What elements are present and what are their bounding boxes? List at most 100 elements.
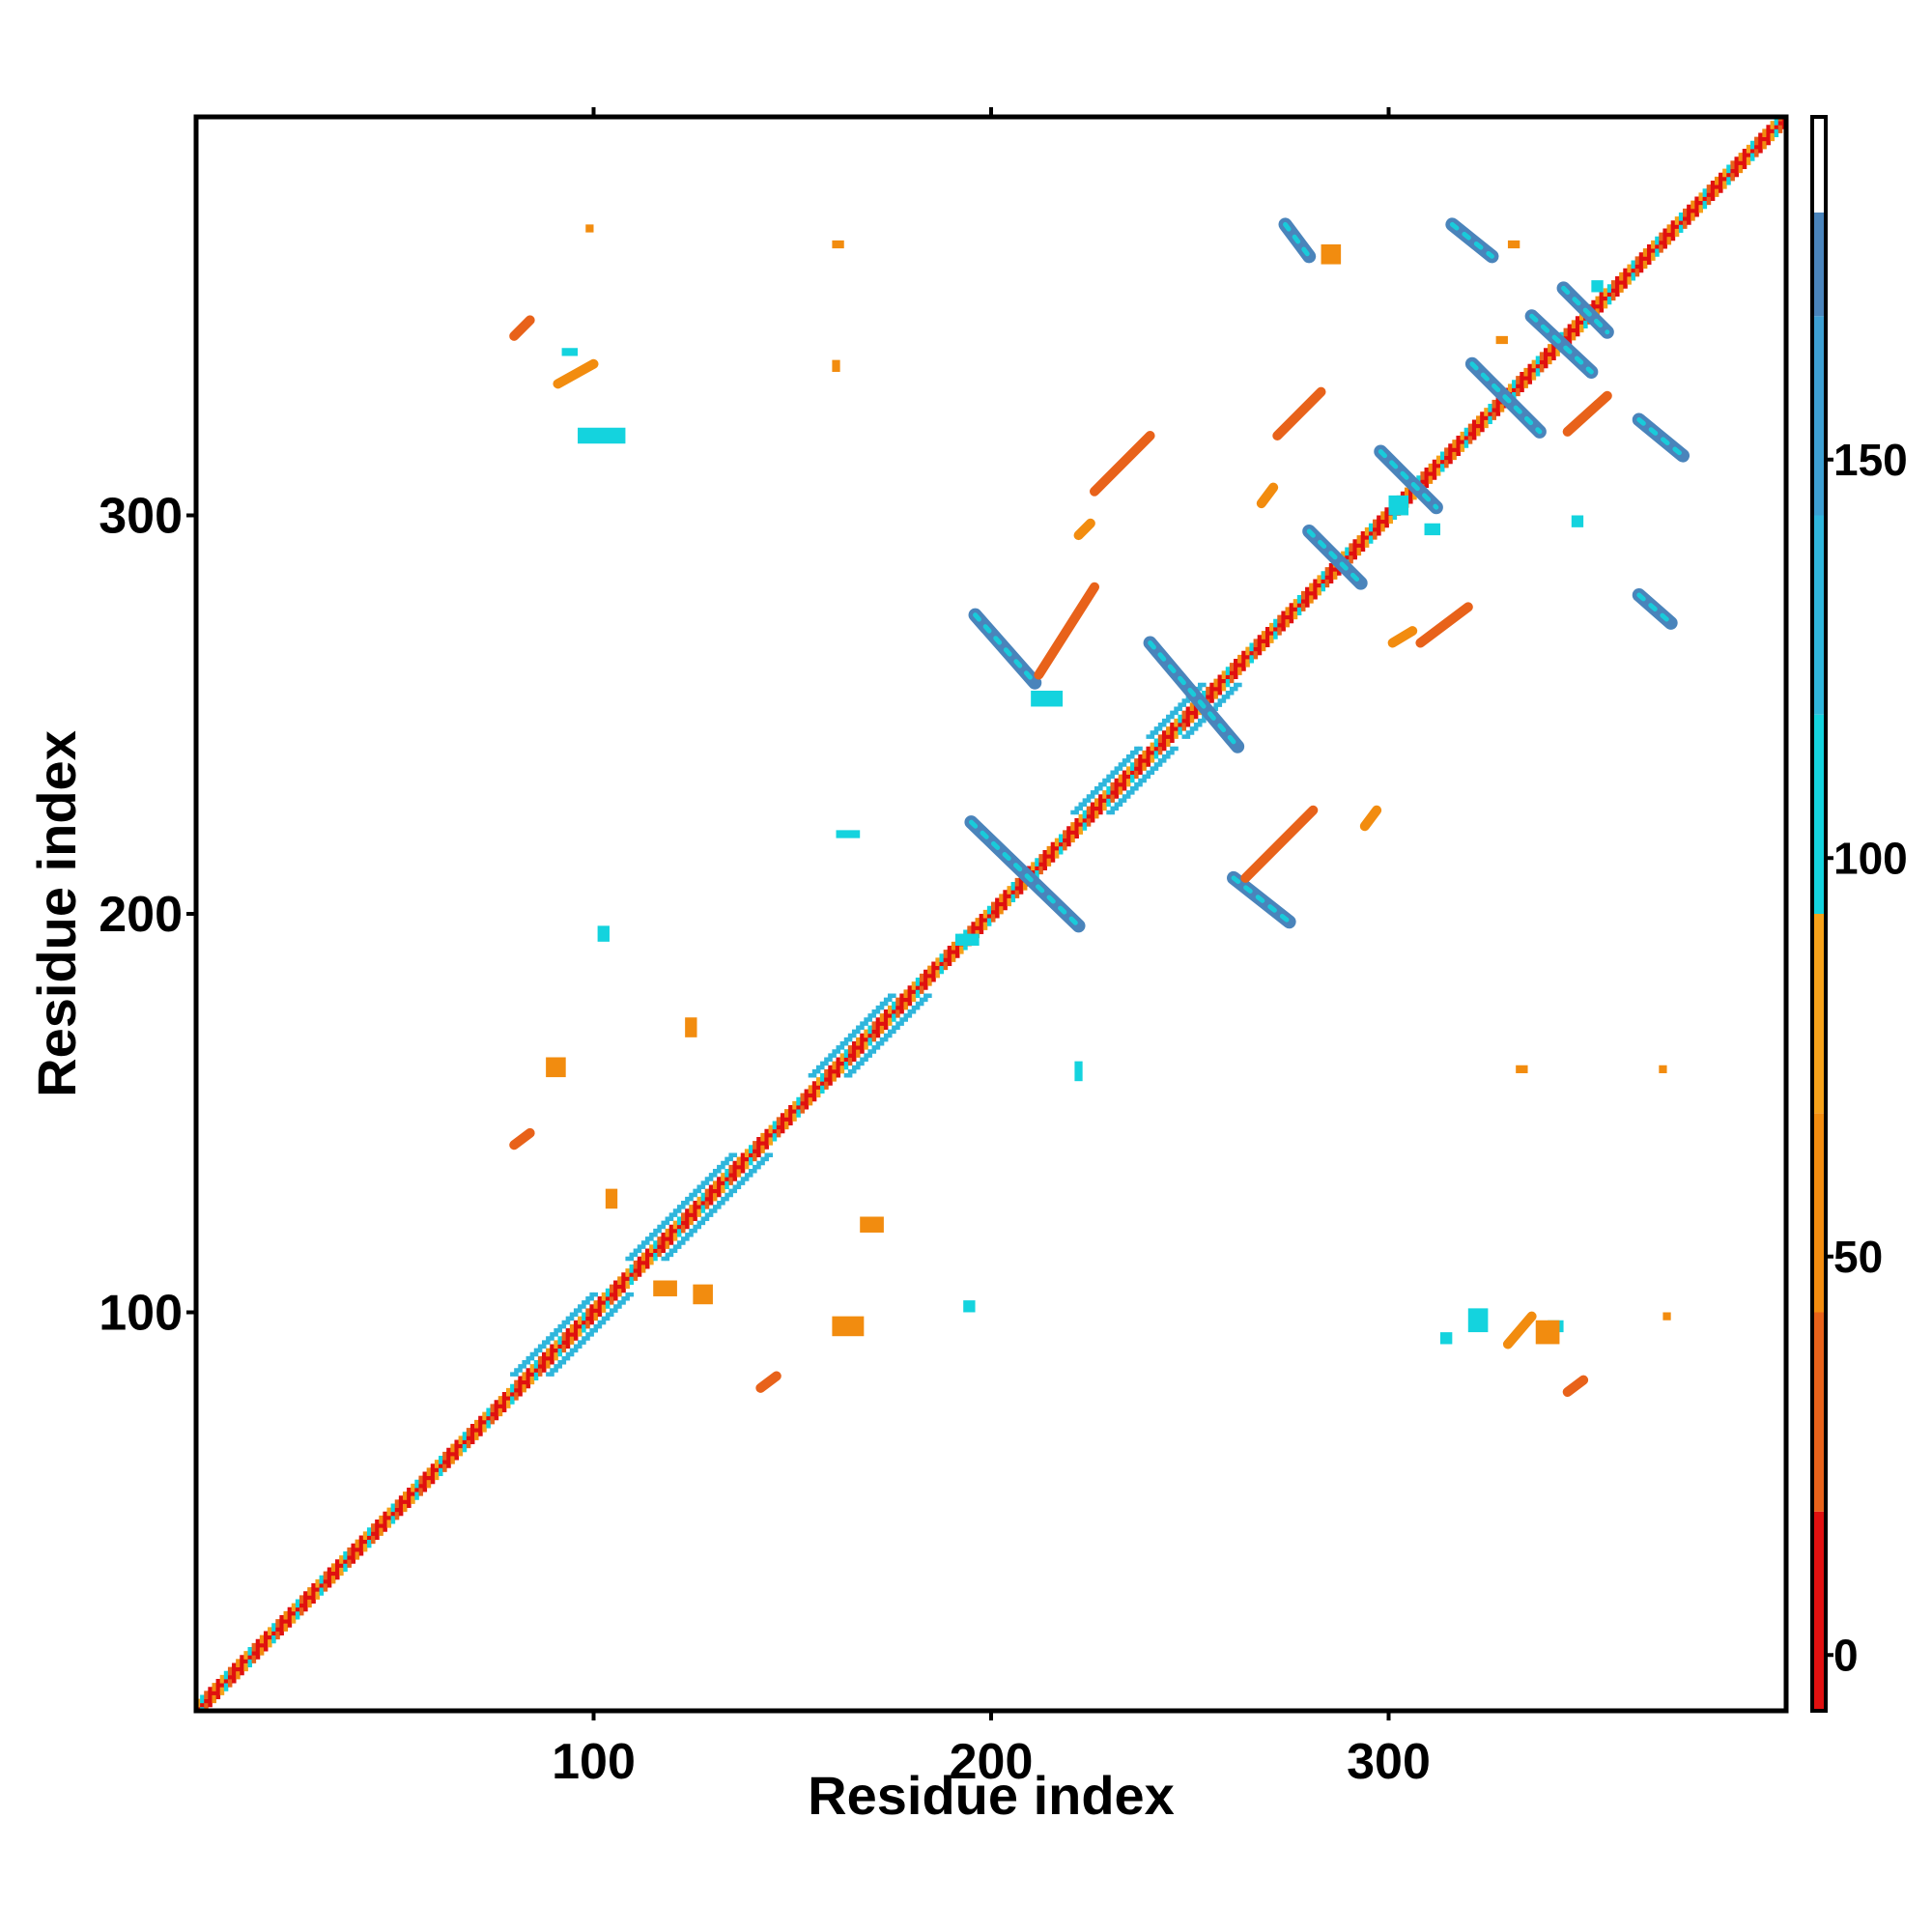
band-cell: [728, 1192, 733, 1198]
diagonal-cell: [1281, 622, 1286, 628]
diagonal-cell: [335, 1567, 340, 1573]
diagonal-cell: [1746, 149, 1751, 154]
y-tick-label: 100: [99, 1286, 183, 1342]
diagonal-cell: [411, 1492, 415, 1496]
diagonal-cell: [672, 1236, 678, 1241]
diagonal-cell: [1241, 659, 1246, 664]
y-tick-label: 300: [99, 489, 183, 545]
diagonal-cell: [398, 1511, 404, 1517]
diagonal-cell: [247, 1662, 253, 1668]
diagonal-cell: [295, 1599, 300, 1605]
diagonal-cell: [1726, 164, 1731, 170]
diagonal-cell: [1619, 284, 1624, 289]
diagonal-cell: [995, 905, 1000, 911]
diagonal-cell: [232, 1679, 237, 1684]
diagonal-cell: [1035, 869, 1039, 875]
diagonal-cell: [613, 1288, 618, 1293]
diagonal-cell: [700, 1196, 706, 1202]
band-cell: [533, 1351, 539, 1357]
diagonal-cell: [927, 978, 932, 982]
parallel-contact: [1387, 626, 1418, 648]
diagonal-cell: [1324, 582, 1330, 588]
diagonal-cell: [768, 1137, 774, 1142]
diagonal-cell: [1571, 327, 1577, 333]
diagonal-cell: [466, 1443, 471, 1449]
diagonal-cell: [843, 1061, 849, 1066]
diagonal-cell: [1360, 531, 1366, 536]
band-cell: [696, 1224, 702, 1230]
band-cell: [728, 1188, 733, 1194]
diagonal-cell: [839, 1061, 845, 1066]
diagonal-cell: [851, 1057, 857, 1063]
diagonal-cell: [1018, 886, 1024, 891]
diagonal-cell: [871, 1021, 877, 1026]
band-cell: [879, 1001, 885, 1007]
diagonal-cell: [1253, 639, 1259, 643]
diagonal-cell: [633, 1276, 639, 1281]
band-cell: [828, 1053, 833, 1058]
band-cell: [510, 1372, 515, 1377]
diagonal-cell: [1142, 762, 1147, 767]
diagonal-cell: [1480, 419, 1485, 425]
diagonal-cell: [640, 1260, 646, 1265]
diagonal-cell: [696, 1208, 702, 1213]
diagonal-cell: [1003, 905, 1008, 911]
band-cell: [693, 1192, 697, 1198]
diagonal-cell: [892, 1005, 896, 1010]
band-cell: [847, 1037, 853, 1042]
diagonal-cell: [1742, 164, 1747, 170]
diagonal-cell: [875, 1033, 881, 1038]
diagonal-cell: [1738, 153, 1744, 157]
diagonal-cell: [430, 1471, 436, 1477]
diagonal-cell: [1452, 443, 1457, 448]
diagonal-cell: [251, 1647, 257, 1652]
diagonal-cell: [1309, 599, 1314, 604]
diagonal-cell: [271, 1623, 276, 1628]
diagonal-cell: [1305, 590, 1310, 596]
band-cell: [613, 1308, 618, 1313]
diagonal-cell: [756, 1137, 761, 1142]
diagonal-cell: [279, 1627, 284, 1632]
diagonal-cell: [275, 1627, 280, 1632]
diagonal-cell: [1655, 252, 1660, 257]
diagonal-cell: [724, 1169, 729, 1174]
diagonal-cell: [792, 1109, 797, 1114]
diagonal-cell: [414, 1495, 419, 1500]
diagonal-cell: [676, 1220, 682, 1226]
band-cell: [653, 1228, 658, 1234]
diagonal-cell: [1742, 160, 1747, 165]
diagonal-cell: [1742, 156, 1747, 161]
diagonal-cell: [1520, 387, 1524, 393]
diagonal-cell: [565, 1336, 571, 1341]
band-cell: [546, 1336, 551, 1341]
diagonal-cell: [565, 1328, 571, 1333]
diagonal-cell: [1309, 590, 1314, 596]
diagonal-cell: [1655, 244, 1660, 249]
diagonal-cell: [1749, 156, 1755, 161]
diagonal-cell: [1523, 380, 1528, 384]
band-cell: [565, 1351, 571, 1357]
diagonal-cell: [986, 918, 992, 923]
diagonal-cell: [828, 1065, 833, 1070]
band-cell: [883, 1033, 889, 1038]
diagonal-cell: [609, 1288, 614, 1293]
diagonal-cell: [407, 1503, 412, 1509]
diagonal-cell: [247, 1647, 253, 1652]
diagonal-cell: [708, 1192, 714, 1198]
diagonal-cell: [247, 1659, 253, 1663]
diagonal-cell: [1146, 762, 1151, 767]
band-cell: [676, 1208, 682, 1213]
diagonal-cell: [287, 1623, 293, 1628]
diagonal-cell: [271, 1631, 276, 1636]
band-cell: [879, 1041, 885, 1046]
diagonal-cell: [1726, 168, 1731, 174]
diagonal-cell: [311, 1591, 316, 1596]
diagonal-cell: [283, 1615, 289, 1620]
diagonal-cell: [442, 1467, 447, 1472]
diagonal-cell: [243, 1655, 248, 1660]
band-cell: [1225, 691, 1231, 696]
diagonal-cell: [1659, 232, 1663, 238]
diagonal-cell: [681, 1224, 686, 1230]
diagonal-cell: [1758, 132, 1763, 138]
band-cell: [724, 1192, 729, 1198]
